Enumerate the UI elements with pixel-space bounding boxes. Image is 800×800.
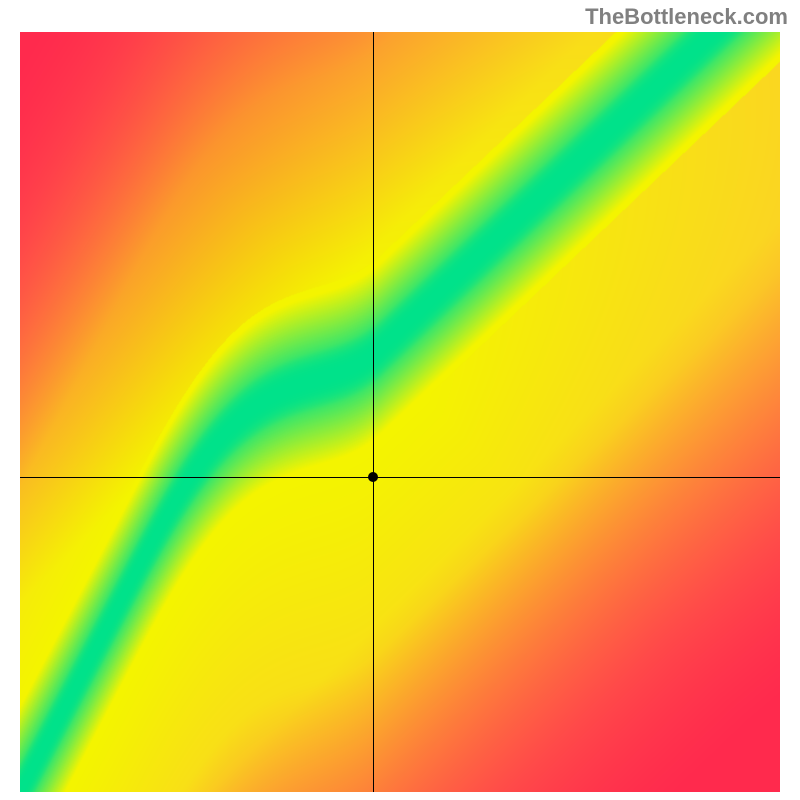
crosshair-horizontal xyxy=(20,477,780,478)
watermark-text: TheBottleneck.com xyxy=(585,4,788,30)
target-point xyxy=(368,472,378,482)
crosshair-vertical xyxy=(373,32,374,792)
heatmap-canvas xyxy=(20,32,780,792)
heatmap-plot-area xyxy=(20,32,780,792)
chart-container: TheBottleneck.com xyxy=(0,0,800,800)
